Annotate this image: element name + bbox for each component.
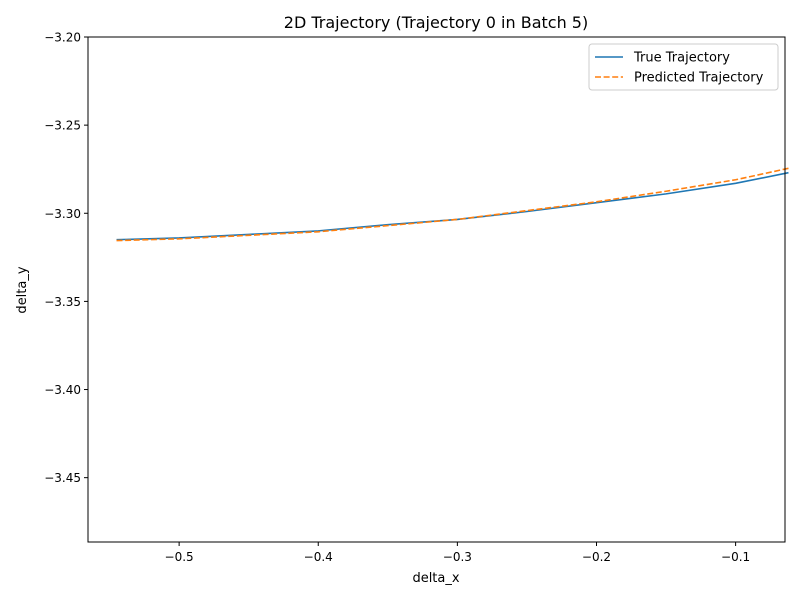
legend-label: True Trajectory — [633, 51, 730, 66]
legend-box — [588, 43, 779, 91]
y-tick-label: −3.25 — [44, 119, 81, 133]
x-tick-label: −0.5 — [165, 550, 194, 564]
x-tick-label: −0.1 — [721, 550, 750, 564]
plot-layer: −0.5 −0.4 −0.3 −0.2 −0.1 −3.45 −3.40 −3.35 −3.30… — [44, 31, 789, 564]
y-tick-label: −3.20 — [44, 31, 81, 45]
chart-title: 2D Trajectory (Trajectory 0 in Batch 5) — [284, 13, 588, 32]
plot-frame — [87, 36, 786, 543]
series-line-true-trajectory — [116, 171, 789, 241]
x-tick-label: −0.3 — [443, 550, 472, 564]
y-axis-label: delta_y — [15, 266, 30, 313]
x-axis-label: delta_x — [412, 571, 459, 586]
y-tick-label: −3.40 — [44, 383, 81, 397]
x-tick-label: −0.4 — [304, 550, 333, 564]
y-tick-label: −3.30 — [44, 207, 81, 221]
legend-label: Predicted Trajectory — [634, 71, 764, 86]
series-line-predicted-trajectory — [116, 167, 789, 242]
y-tick-label: −3.45 — [44, 471, 81, 485]
y-tick-label: −3.35 — [44, 295, 81, 309]
x-tick-label: −0.2 — [582, 550, 611, 564]
